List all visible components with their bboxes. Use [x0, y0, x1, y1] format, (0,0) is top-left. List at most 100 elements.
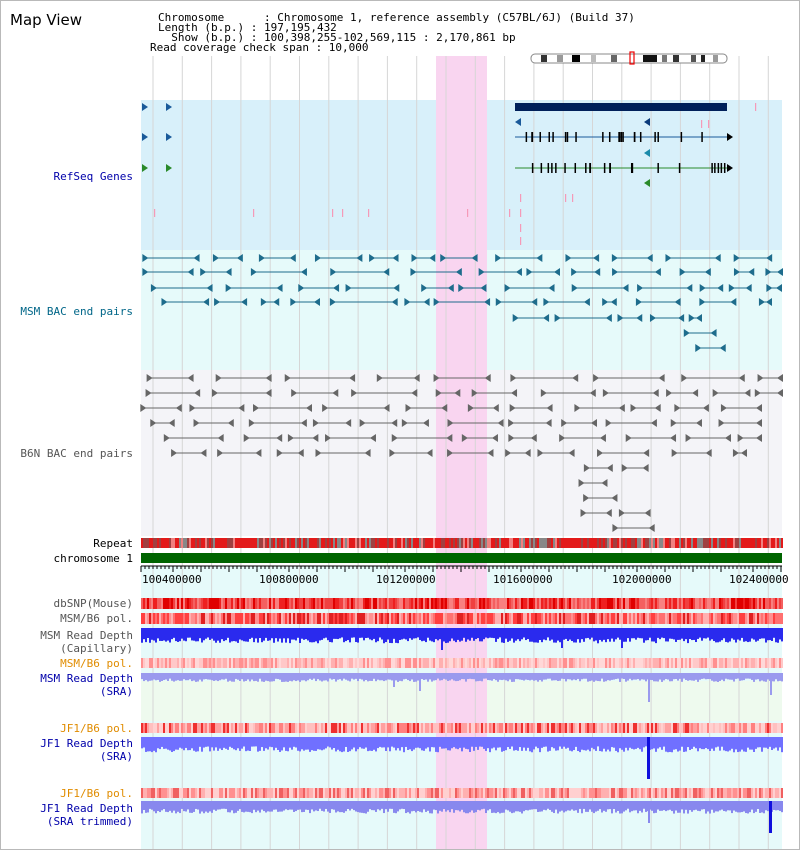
heat-strip — [169, 613, 171, 624]
depth-bar — [277, 628, 279, 642]
depth-bar — [227, 673, 229, 682]
heat-strip — [557, 788, 559, 798]
depth-bar — [569, 801, 571, 811]
heat-strip — [369, 613, 371, 624]
depth-bar — [337, 737, 339, 750]
depth-bar — [585, 801, 587, 812]
depth-bar — [699, 628, 701, 638]
depth-bar — [615, 737, 617, 751]
msm-bac-pair — [665, 254, 672, 262]
heat-strip — [159, 723, 161, 733]
heat-strip — [323, 613, 325, 624]
heat-strip — [663, 613, 665, 624]
jf1-pol-trimmed-label[interactable]: JF1/B6 pol. — [60, 787, 133, 800]
heat-strip — [769, 723, 771, 733]
depth-bar — [777, 801, 779, 811]
depth-bar — [167, 673, 169, 681]
heat-strip — [685, 658, 687, 668]
b6n-bac-pair — [625, 434, 632, 442]
refseq-mark — [520, 224, 522, 232]
depth-bar — [633, 737, 635, 750]
jf1-depth-sra-label[interactable]: JF1 Read Depth — [40, 737, 133, 750]
msm-bac-track-label[interactable]: MSM BAC end pairs — [20, 305, 133, 318]
b6n-bac-track-label[interactable]: B6N BAC end pairs — [20, 447, 133, 460]
b6n-bac-pair — [467, 404, 474, 412]
depth-bar — [461, 628, 463, 641]
heat-strip — [707, 613, 709, 624]
depth-bar — [335, 801, 337, 813]
depth-bar — [503, 737, 505, 751]
depth-bar — [497, 737, 499, 748]
heat-strip — [635, 723, 637, 733]
depth-bar — [491, 801, 493, 813]
jf1-pol-label[interactable]: JF1/B6 pol. — [60, 722, 133, 735]
depth-bar — [419, 801, 421, 812]
msm-depth-sra-label[interactable]: MSM Read Depth — [40, 672, 133, 685]
depth-bar — [173, 801, 175, 811]
depth-bar — [305, 737, 307, 750]
heat-strip — [285, 723, 287, 733]
dbsnp-track-label[interactable]: dbSNP(Mouse) — [53, 597, 133, 610]
axis-tick-label: 100400000 — [142, 573, 202, 586]
depth-bar — [217, 737, 219, 751]
depth-bar — [537, 628, 539, 643]
repeat-mark — [147, 538, 149, 548]
heat-strip — [351, 723, 353, 733]
gene-exon — [539, 132, 541, 142]
depth-bar — [277, 737, 279, 750]
heat-strip — [289, 723, 291, 733]
depth-bar — [443, 628, 445, 642]
heat-strip — [271, 613, 273, 624]
depth-bar — [703, 628, 705, 639]
depth-bar — [519, 673, 521, 680]
heat-strip — [445, 613, 447, 624]
depth-bar — [297, 673, 299, 681]
heat-strip — [699, 723, 701, 733]
heat-strip — [521, 598, 523, 609]
heat-strip — [177, 658, 179, 668]
heat-strip — [427, 598, 429, 609]
depth-bar — [157, 628, 159, 639]
depth-bar — [571, 737, 573, 752]
b6n-bac-pair — [265, 389, 272, 397]
depth-bar — [315, 737, 317, 751]
depth-bar — [721, 737, 723, 747]
repeat-mark — [323, 538, 325, 548]
repeat-mark — [549, 538, 551, 548]
heat-strip — [333, 613, 335, 624]
depth-bar — [529, 673, 531, 681]
depth-bar — [467, 737, 469, 750]
refseq-mark — [701, 120, 703, 128]
msm-depth-capillary-label[interactable]: MSM Read Depth — [40, 629, 133, 642]
msm-bac-pair — [733, 268, 740, 276]
heat-strip — [683, 613, 685, 624]
depth-bar — [487, 673, 489, 681]
heat-strip — [621, 788, 623, 798]
heat-strip — [405, 723, 407, 733]
heat-strip — [475, 723, 477, 733]
b6n-bac-pair — [276, 434, 283, 442]
heat-strip — [323, 598, 325, 609]
heat-strip — [177, 613, 179, 624]
heat-strip — [649, 788, 651, 798]
jf1-depth-trimmed-label[interactable]: JF1 Read Depth — [40, 802, 133, 815]
msm-pol-sra-label[interactable]: MSM/B6 pol. — [60, 657, 133, 670]
heat-strip — [173, 788, 175, 798]
repeat-mark — [157, 538, 159, 548]
heat-strip — [175, 788, 177, 798]
heat-strip — [521, 723, 523, 733]
heat-strip — [757, 788, 759, 798]
depth-bar — [233, 628, 235, 642]
depth-bar — [411, 628, 413, 640]
depth-bar — [737, 737, 739, 753]
depth-bar — [329, 673, 331, 679]
depth-bar — [505, 673, 507, 681]
depth-bar — [261, 673, 263, 682]
msm-pol-track-label[interactable]: MSM/B6 pol. — [60, 612, 133, 625]
refseq-track-label[interactable]: RefSeq Genes — [53, 170, 133, 183]
depth-bar — [287, 673, 289, 682]
heat-strip — [625, 658, 627, 668]
b6n-bac-pair — [300, 419, 307, 427]
heat-strip — [197, 613, 199, 624]
